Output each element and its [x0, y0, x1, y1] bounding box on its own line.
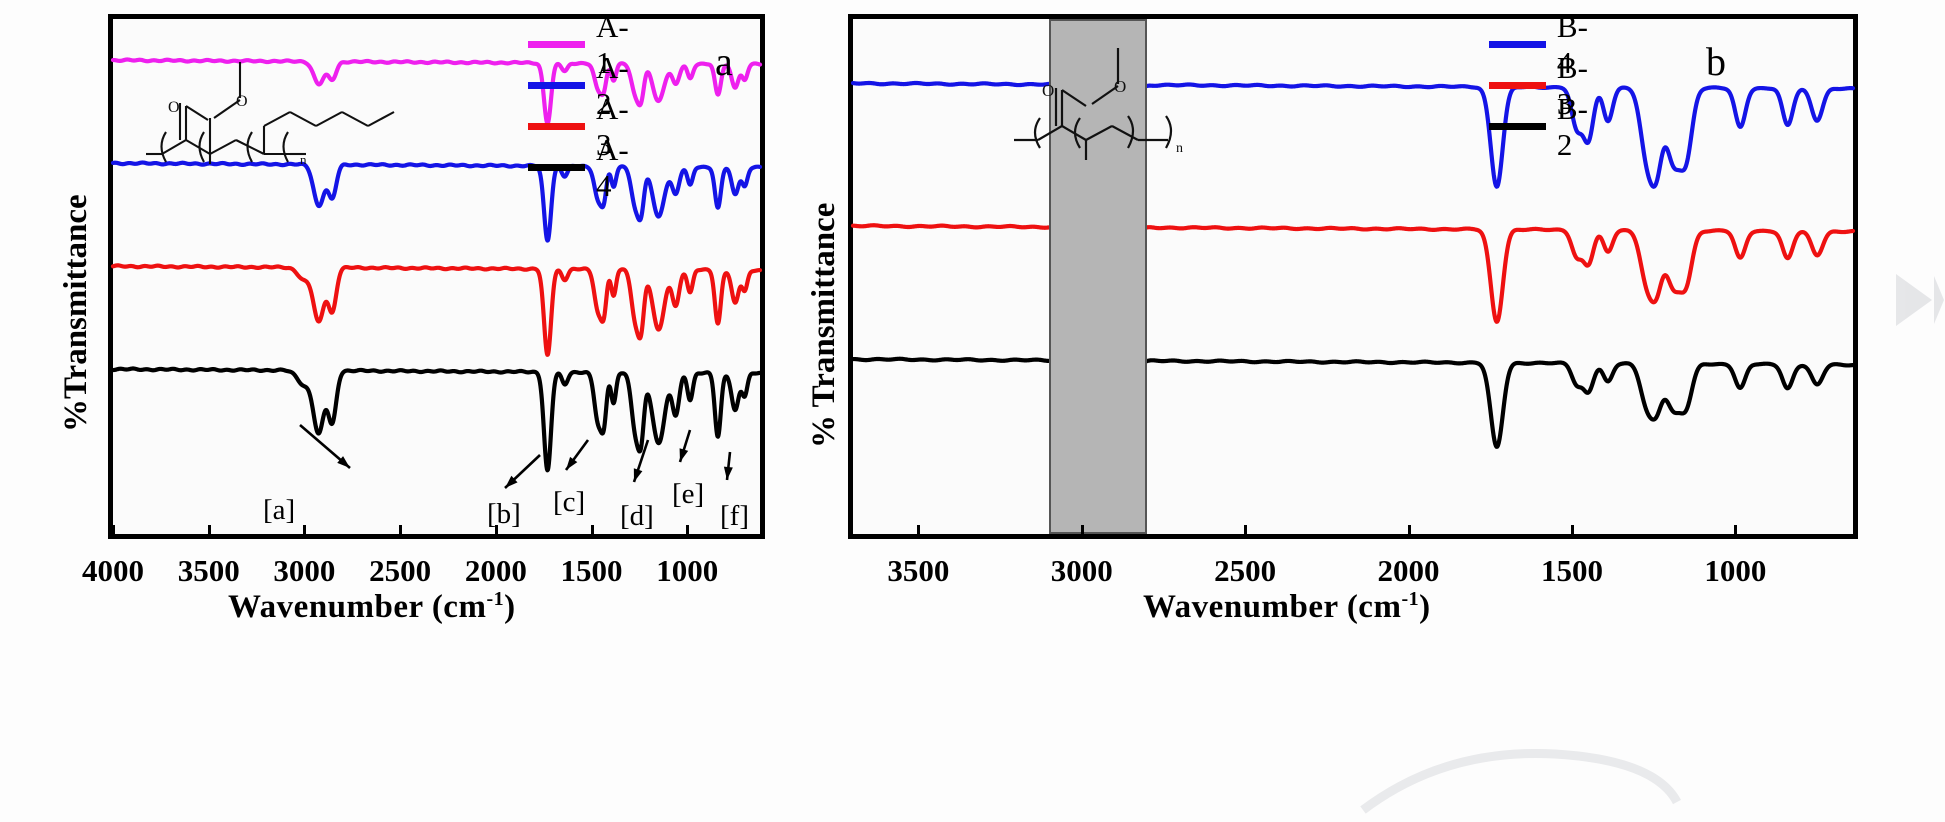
panel-b-plot-frame	[848, 14, 1858, 539]
watermark-arrow-icon	[1896, 274, 1944, 326]
panel-b-y-axis-title: % Transmittance	[806, 202, 842, 448]
panel-a-legend: A-1 A-2 A-3 A-4	[528, 9, 638, 203]
x-tick-label-1000: 1000	[1704, 553, 1767, 588]
legend-swatch-b4	[1489, 41, 1546, 48]
x-tick-label-1000: 1000	[656, 553, 719, 588]
x-tick-mark-2500	[1244, 525, 1248, 539]
spectrum-curve-a-3	[110, 263, 763, 357]
panel-a-x-axis-title-sup: -1	[486, 588, 505, 610]
legend-item-a1: A-1	[528, 9, 638, 80]
x-tick-mark-2500	[399, 525, 403, 539]
x-tick-mark-1500	[1570, 525, 1574, 539]
x-tick-mark-4000	[112, 525, 115, 539]
legend-item-b2: B-2	[1489, 91, 1597, 162]
panel-b-letter: b	[1706, 39, 1726, 84]
panel-a-x-axis-title-end: )	[504, 589, 516, 625]
x-tick-mark-3000	[1080, 525, 1084, 539]
legend-item-a2: A-2	[528, 50, 638, 121]
x-tick-mark-3500	[917, 525, 921, 539]
panel-a-y-axis-title: %Transmittance	[58, 194, 94, 432]
panel-a-structure-diagram: O O n	[146, 62, 395, 167]
panel-a-spectra	[110, 57, 763, 473]
legend-swatch-a3	[528, 123, 586, 130]
legend-item-b4: B-4	[1489, 9, 1597, 80]
panel-b-x-axis-title: Wavenumber (cm-1)	[1143, 588, 1431, 626]
peak-annotation-f: [f]	[720, 500, 749, 532]
x-tick-label-4000: 4000	[82, 553, 144, 588]
panel-b-x-axis-title-sup: -1	[1401, 588, 1420, 610]
legend-swatch-a2	[528, 82, 586, 89]
legend-label-b2: B-2	[1556, 90, 1588, 162]
legend-swatch-b2	[1489, 123, 1546, 130]
x-tick-mark-1000	[1734, 525, 1738, 539]
x-tick-mark-1000	[686, 525, 690, 539]
structure-atom-label-O1: O	[168, 99, 180, 116]
x-tick-label-3500: 3500	[177, 553, 240, 588]
x-tick-mark-2000	[494, 525, 498, 539]
x-tick-label-3000: 3000	[1050, 553, 1113, 588]
x-tick-label-2500: 2500	[369, 553, 432, 588]
spectrum-curve-b-3	[850, 223, 1856, 324]
legend-item-a4: A-4	[528, 132, 638, 203]
spectrum-curve-a-4	[110, 366, 763, 473]
x-tick-label-3500: 3500	[887, 553, 950, 588]
x-tick-mark-3500	[207, 525, 211, 539]
spectrum-curve-a-1	[110, 57, 763, 126]
peak-annotation-d: [d]	[620, 500, 654, 532]
spectrum-curve-b-2	[850, 356, 1856, 449]
legend-label-a3: A-3	[596, 90, 629, 162]
legend-label-b3: B-3	[1556, 49, 1588, 121]
watermark-swoosh-icon	[1360, 749, 1681, 814]
panel-b-x-axis-title-end: )	[1419, 589, 1431, 625]
legend-label-a2: A-2	[596, 49, 629, 121]
x-tick-mark-2000	[1407, 525, 1411, 539]
structure-b-atom-label-O1: O	[1042, 81, 1054, 100]
peak-annotation-c: [c]	[553, 486, 586, 518]
structure-b-atom-label-O2: O	[1114, 77, 1126, 96]
panel-a-letter: a	[715, 39, 733, 84]
legend-label-a4: A-4	[596, 131, 629, 203]
panel-b-spectra	[850, 80, 1856, 449]
legend-label-a1: A-1	[596, 8, 629, 80]
panel-b-structure-diagram: O O n	[1014, 48, 1183, 160]
peak-annotation-b: [b]	[487, 498, 521, 530]
x-tick-label-2500: 2500	[1214, 553, 1277, 588]
structure-b-subscript-n: n	[1176, 141, 1183, 156]
x-tick-label-3000: 3000	[273, 553, 336, 588]
x-tick-label-2000: 2000	[464, 553, 527, 588]
structure-subscript-n: n	[300, 152, 307, 167]
peak-annotation-a: [a]	[263, 494, 296, 526]
x-tick-label-2000: 2000	[1377, 553, 1440, 588]
panel-a-plot-frame	[108, 14, 765, 539]
legend-item-b3: B-3	[1489, 50, 1597, 121]
x-tick-mark-1500	[590, 525, 594, 539]
legend-swatch-a4	[528, 164, 586, 171]
panel-b-highlight-band	[1049, 19, 1148, 534]
peak-annotation-e: [e]	[672, 478, 705, 510]
x-tick-label-1500: 1500	[560, 553, 623, 588]
legend-swatch-b3	[1489, 82, 1546, 89]
legend-item-a3: A-3	[528, 91, 638, 162]
spectrum-curve-a-2	[110, 160, 763, 243]
panel-a-x-axis-title-main: Wavenumber (cm	[228, 589, 487, 625]
structure-atom-label-O2: O	[236, 93, 248, 110]
x-tick-mark-3000	[303, 525, 307, 539]
panel-a-x-axis-title: Wavenumber (cm-1)	[228, 588, 516, 626]
panel-b-legend: B-4 B-3 B-2	[1489, 9, 1597, 162]
x-tick-label-1500: 1500	[1540, 553, 1603, 588]
spectrum-curve-b-4	[850, 80, 1856, 189]
legend-swatch-a1	[528, 41, 586, 48]
legend-label-b4: B-4	[1556, 8, 1588, 80]
panel-b-x-axis-title-main: Wavenumber (cm	[1143, 589, 1402, 625]
